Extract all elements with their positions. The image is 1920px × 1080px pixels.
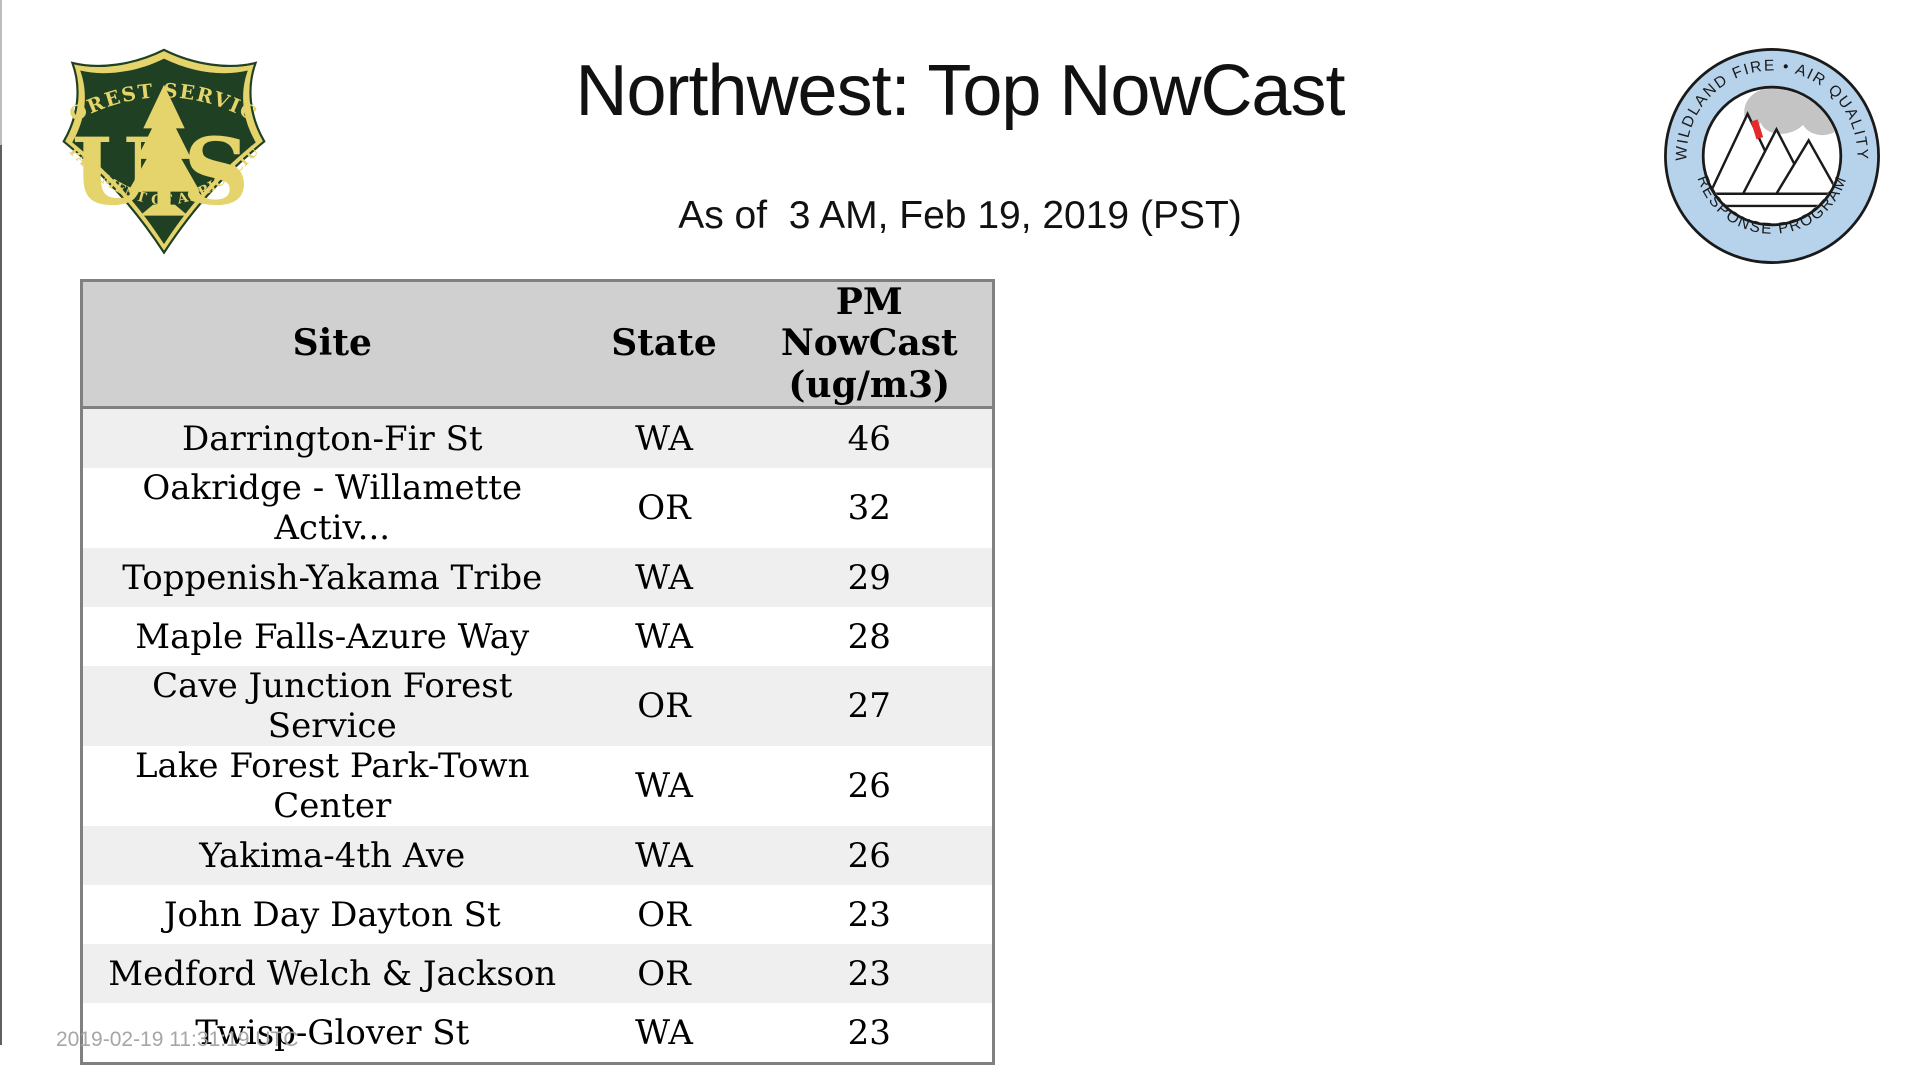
state-cell: OR (581, 885, 747, 944)
state-cell: WA (581, 1003, 747, 1064)
nowcast-table: Site State PM NowCast (ug/m3) Darrington… (80, 279, 995, 1065)
state-cell: OR (581, 944, 747, 1003)
site-cell: Lake Forest Park-Town Center (81, 746, 582, 826)
wildland-fire-air-quality-logo: WILDLAND FIRE • AIR QUALITY RESPONSE PRO… (1664, 48, 1880, 264)
table-row: Twisp-Glover St WA 23 (81, 1003, 994, 1064)
site-cell: Cave Junction Forest Service (81, 666, 582, 746)
site-cell: Oakridge - Willamette Activ... (81, 468, 582, 548)
site-cell: John Day Dayton St (81, 885, 582, 944)
state-cell: WA (581, 746, 747, 826)
site-cell: Maple Falls-Azure Way (81, 607, 582, 666)
site-cell: Darrington-Fir St (81, 407, 582, 468)
table-row: Darrington-Fir St WA 46 (81, 407, 994, 468)
state-cell: WA (581, 607, 747, 666)
state-cell: WA (581, 826, 747, 885)
pm-nowcast-cell: 46 (746, 407, 994, 468)
flame-icon (1750, 119, 1764, 140)
table-row: John Day Dayton St OR 23 (81, 885, 994, 944)
state-cell: OR (581, 666, 747, 746)
pm-nowcast-cell: 23 (746, 944, 994, 1003)
table-header: Site State PM NowCast (ug/m3) (81, 280, 994, 409)
shield-letter-s: S (183, 118, 249, 226)
pm-nowcast-cell: 23 (746, 885, 994, 944)
state-cell: WA (581, 407, 747, 468)
as-of-timestamp: As of 3 AM, Feb 19, 2019 (PST) (678, 194, 1242, 237)
pm-nowcast-cell: 29 (746, 548, 994, 607)
pm-nowcast-cell: 28 (746, 607, 994, 666)
pm-nowcast-cell: 26 (746, 746, 994, 826)
table-row: Toppenish-Yakama Tribe WA 29 (81, 548, 994, 607)
site-cell: Twisp-Glover St (81, 1003, 582, 1064)
mountains-icon (1704, 110, 1840, 208)
state-cell: WA (581, 548, 747, 607)
site-cell: Toppenish-Yakama Tribe (81, 548, 582, 607)
table-row: Oakridge - Willamette Activ... OR 32 (81, 468, 994, 548)
column-header-pm-nowcast: PM NowCast (ug/m3) (746, 280, 994, 409)
pm-nowcast-cell: 27 (746, 666, 994, 746)
table-row: Medford Welch & Jackson OR 23 (81, 944, 994, 1003)
table-row: Maple Falls-Azure Way WA 28 (81, 607, 994, 666)
column-header-state: State (581, 280, 747, 409)
page-title: Northwest: Top NowCast (575, 51, 1346, 131)
pm-nowcast-cell: 26 (746, 826, 994, 885)
table-body: Darrington-Fir St WA 46 Oakridge - Willa… (81, 407, 994, 1064)
pm-nowcast-cell: 23 (746, 1003, 994, 1064)
site-cell: Yakima-4th Ave (81, 826, 582, 885)
table-row: Lake Forest Park-Town Center WA 26 (81, 746, 994, 826)
forest-service-logo: FOREST SERVICE U S DEPARTMENT OF AGRICUL… (55, 38, 266, 255)
window-edge-line-bottom (0, 145, 2, 1045)
column-header-site: Site (81, 280, 582, 409)
table-row: Cave Junction Forest Service OR 27 (81, 666, 994, 746)
pine-tree-icon (128, 84, 200, 216)
shield-letter-u: U (72, 118, 152, 226)
state-cell: OR (581, 468, 747, 548)
generated-timestamp: 2019-02-19 11:31:19 UTC (56, 1028, 299, 1051)
window-edge-line-top (0, 0, 2, 145)
pm-nowcast-cell: 32 (746, 468, 994, 548)
site-cell: Medford Welch & Jackson (81, 944, 582, 1003)
table-row: Yakima-4th Ave WA 26 (81, 826, 994, 885)
